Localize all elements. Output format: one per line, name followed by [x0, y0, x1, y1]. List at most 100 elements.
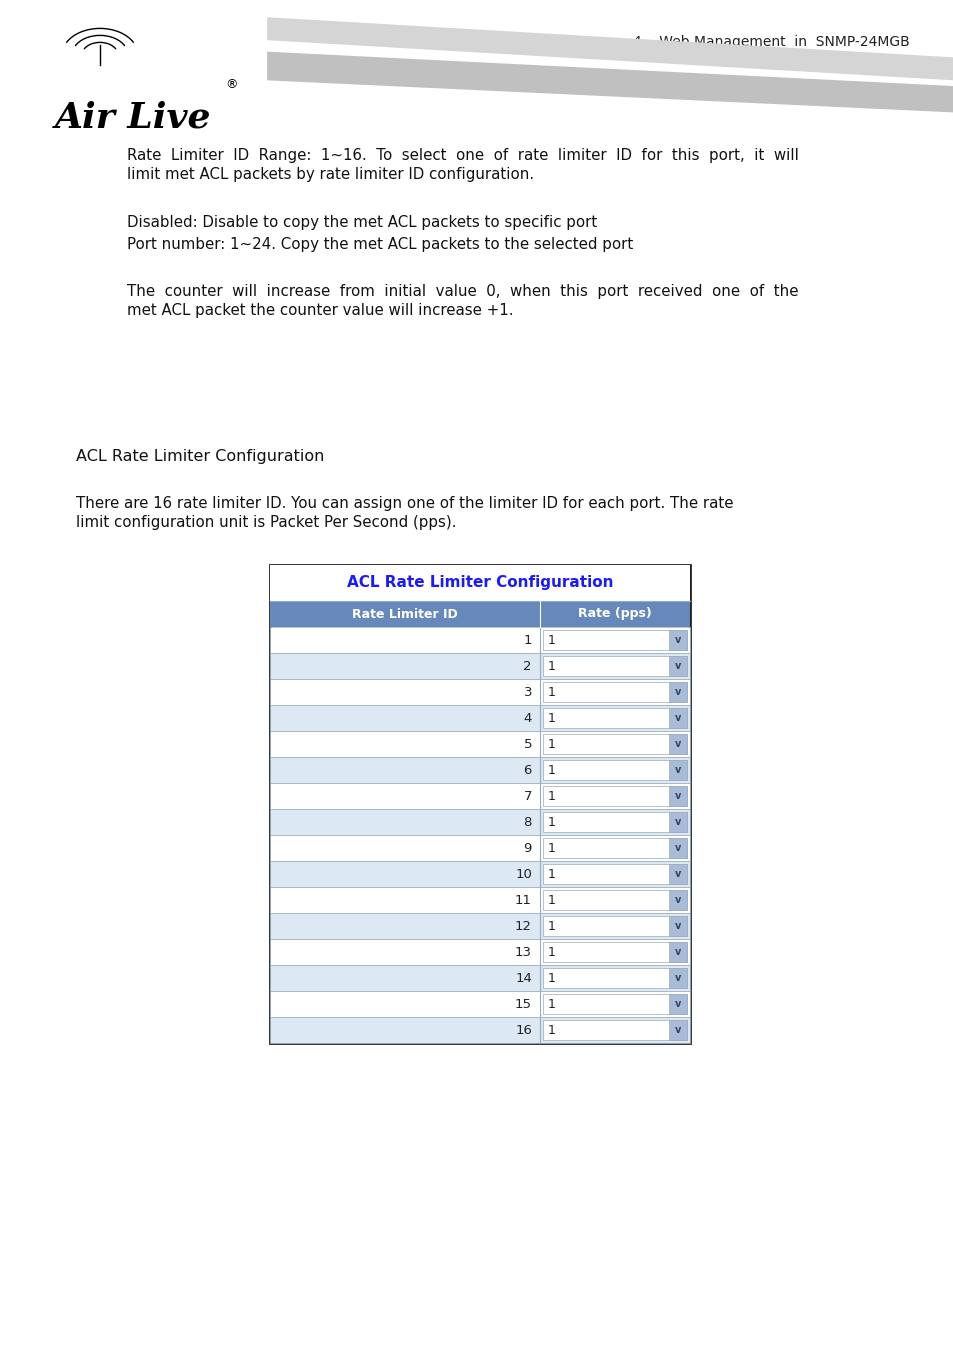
Text: 13: 13	[515, 945, 532, 958]
Text: 12: 12	[515, 919, 532, 933]
Text: Air Live: Air Live	[55, 100, 212, 134]
Text: v: v	[674, 738, 680, 749]
Bar	[668, 942, 686, 963]
Text: 1: 1	[547, 841, 556, 855]
Text: 6: 6	[523, 764, 532, 776]
Bar	[542, 811, 686, 832]
Text: met ACL packet the counter value will increase +1.: met ACL packet the counter value will in…	[127, 302, 513, 319]
Bar	[542, 1021, 686, 1040]
Text: ACL Rate Limiter Configuration: ACL Rate Limiter Configuration	[346, 575, 613, 590]
Bar	[270, 913, 689, 940]
Bar	[668, 864, 686, 884]
Bar	[542, 890, 686, 910]
Text: v: v	[674, 869, 680, 879]
Text: There are 16 rate limiter ID. You can assign one of the limiter ID for each port: There are 16 rate limiter ID. You can as…	[76, 495, 733, 512]
Text: 1: 1	[523, 633, 532, 647]
Text: v: v	[674, 842, 680, 853]
Bar	[270, 783, 689, 809]
Text: 1: 1	[547, 660, 556, 672]
Bar	[270, 991, 689, 1017]
Bar	[270, 887, 689, 913]
Text: 1: 1	[547, 764, 556, 776]
Bar	[542, 838, 686, 859]
Text: 9: 9	[523, 841, 532, 855]
Text: Rate  Limiter  ID  Range:  1~16.  To  select  one  of  rate  limiter  ID  for  t: Rate Limiter ID Range: 1~16. To select o…	[127, 148, 798, 163]
Bar	[270, 940, 689, 965]
Bar	[668, 838, 686, 859]
Text: 1: 1	[547, 686, 556, 698]
Bar	[270, 730, 689, 757]
Text: 15: 15	[515, 998, 532, 1011]
Text: Port number: 1~24. Copy the met ACL packets to the selected port: Port number: 1~24. Copy the met ACL pack…	[127, 238, 633, 252]
Text: Disabled: Disable to copy the met ACL packets to specific port: Disabled: Disable to copy the met ACL pa…	[127, 215, 597, 230]
Bar	[270, 757, 689, 783]
Text: 1: 1	[547, 919, 556, 933]
Bar	[542, 786, 686, 806]
Text: v: v	[674, 1025, 680, 1035]
Text: v: v	[674, 921, 680, 931]
Text: 8: 8	[523, 815, 532, 829]
Text: 4.   Web Management  in  SNMP-24MGB: 4. Web Management in SNMP-24MGB	[633, 35, 909, 49]
Bar	[542, 994, 686, 1014]
Bar	[542, 682, 686, 702]
Text: Rate (pps): Rate (pps)	[578, 608, 651, 621]
Text: 1: 1	[547, 945, 556, 958]
Bar	[270, 836, 689, 861]
Bar	[668, 734, 686, 755]
Bar	[668, 656, 686, 676]
Text: 11: 11	[515, 894, 532, 906]
Text: Rate Limiter ID: Rate Limiter ID	[352, 608, 457, 621]
Text: 2: 2	[523, 660, 532, 672]
Text: v: v	[674, 895, 680, 905]
Text: 1: 1	[547, 894, 556, 906]
Bar	[270, 965, 689, 991]
Bar	[270, 1017, 689, 1044]
Text: 1: 1	[547, 815, 556, 829]
Bar	[270, 566, 689, 601]
Bar	[668, 1021, 686, 1040]
Text: 1: 1	[547, 737, 556, 751]
Bar	[668, 760, 686, 780]
Bar	[668, 968, 686, 988]
Bar	[542, 656, 686, 676]
Text: 1: 1	[547, 790, 556, 802]
Text: The  counter  will  increase  from  initial  value  0,  when  this  port  receiv: The counter will increase from initial v…	[127, 284, 798, 298]
Bar	[542, 864, 686, 884]
Bar	[668, 811, 686, 832]
Bar	[270, 679, 689, 705]
Bar	[668, 786, 686, 806]
Bar	[668, 890, 686, 910]
Text: 16: 16	[515, 1023, 532, 1037]
Polygon shape	[267, 51, 953, 112]
Text: 1: 1	[547, 633, 556, 647]
Bar	[542, 630, 686, 649]
Text: 1: 1	[547, 1023, 556, 1037]
Text: v: v	[674, 791, 680, 801]
Bar	[542, 917, 686, 936]
Bar	[270, 566, 689, 1044]
Bar	[270, 653, 689, 679]
Text: v: v	[674, 765, 680, 775]
Text: 5: 5	[523, 737, 532, 751]
Text: ®: ®	[225, 78, 237, 90]
Text: 14: 14	[515, 972, 532, 984]
Bar	[542, 734, 686, 755]
Text: v: v	[674, 973, 680, 983]
Text: ACL Rate Limiter Configuration: ACL Rate Limiter Configuration	[76, 450, 324, 464]
Bar	[542, 707, 686, 728]
Text: 4: 4	[523, 711, 532, 725]
Polygon shape	[267, 18, 953, 81]
Text: v: v	[674, 817, 680, 828]
Bar	[668, 994, 686, 1014]
Text: v: v	[674, 999, 680, 1008]
Bar	[542, 942, 686, 963]
Text: v: v	[674, 634, 680, 645]
Bar	[270, 601, 689, 626]
Text: 7: 7	[523, 790, 532, 802]
Bar	[542, 760, 686, 780]
Text: limit met ACL packets by rate limiter ID configuration.: limit met ACL packets by rate limiter ID…	[127, 167, 534, 182]
Bar	[270, 861, 689, 887]
Text: 1: 1	[547, 868, 556, 880]
Text: v: v	[674, 713, 680, 724]
Text: 1: 1	[547, 972, 556, 984]
